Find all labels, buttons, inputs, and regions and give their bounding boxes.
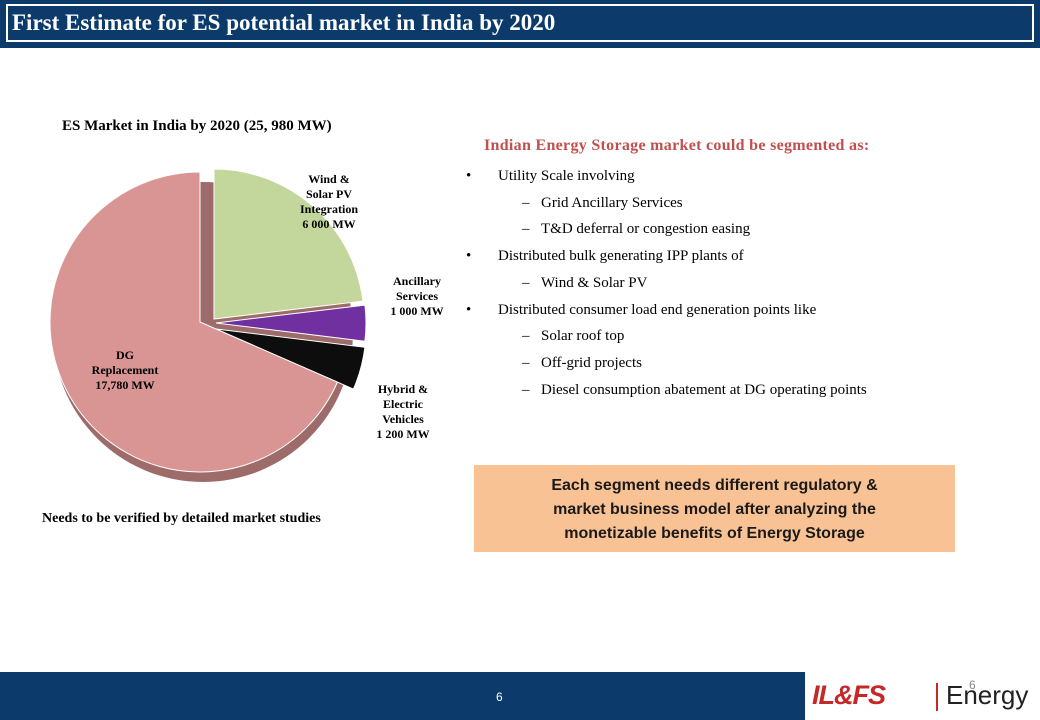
bullet-dash: – (522, 328, 530, 345)
bullet-dot: • (466, 301, 472, 318)
slice-label-dg-replacement: DG Replacement 17,780 MW (91, 348, 159, 392)
bullet-dash: – (522, 381, 530, 398)
callout-line: market business model after analyzing th… (553, 501, 876, 518)
ilfs-logo: IL&FS (812, 680, 886, 710)
slice-label-ancillary: Ancillary Services 1 000 MW (390, 274, 444, 318)
pie-chart (49, 168, 367, 482)
logo-divider (936, 683, 938, 711)
title-frame (6, 4, 1034, 42)
bullet-text: Distributed bulk generating IPP plants o… (498, 248, 744, 265)
segments-heading: Indian Energy Storage market could be se… (484, 137, 870, 154)
callout-box: Each segment needs different regulatory … (474, 465, 955, 552)
bullet-dot: • (466, 248, 472, 265)
bullet-text: Solar roof top (541, 328, 625, 345)
bullet-text: Diesel consumption abatement at DG opera… (541, 381, 867, 398)
bullet-text: Distributed consumer load end generation… (498, 301, 817, 318)
title-bar: First Estimate for ES potential market i… (0, 0, 1040, 48)
pie-slice-dg-replacement (49, 171, 339, 473)
slide-number: 6 (969, 678, 976, 692)
bullet-text: T&D deferral or congestion easing (541, 221, 751, 238)
bullet-text: Wind & Solar PV (541, 274, 648, 291)
bullet-dash: – (522, 221, 530, 238)
callout-line: monetizable benefits of Energy Storage (564, 525, 865, 542)
chart-title: ES Market in India by 2020 (25, 980 MW) (62, 118, 332, 134)
bullet-dot: • (466, 168, 472, 184)
bullet-text: Utility Scale involving (498, 168, 635, 184)
footer-page-number: 6 (496, 690, 503, 704)
bullet-dash: – (522, 274, 530, 291)
bullet-text: Off-grid projects (541, 354, 642, 371)
bullet-text: Grid Ancillary Services (541, 194, 683, 211)
bullet-dash: – (522, 194, 530, 211)
pie-slice-hybrid-electric-vehicles (215, 328, 366, 390)
logo-energy-text: Energy (946, 680, 1029, 710)
logo-area (805, 672, 1040, 720)
verification-note: Needs to be verified by detailed market … (42, 511, 321, 526)
bullet-dash: – (522, 354, 530, 371)
pie-slice-wind-solar-pv-integration (213, 168, 364, 320)
callout-line: Each segment needs different regulatory … (551, 477, 878, 494)
pie-slice-ancillary-services (215, 304, 367, 342)
slice-label-hybrid-ev: Hybrid & Electric Vehicles 1 200 MW (376, 382, 430, 441)
page-title: First Estimate for ES potential market i… (12, 10, 556, 35)
slice-label-wind-solar: Wind & Solar PV Integration 6 000 MW (300, 172, 358, 231)
